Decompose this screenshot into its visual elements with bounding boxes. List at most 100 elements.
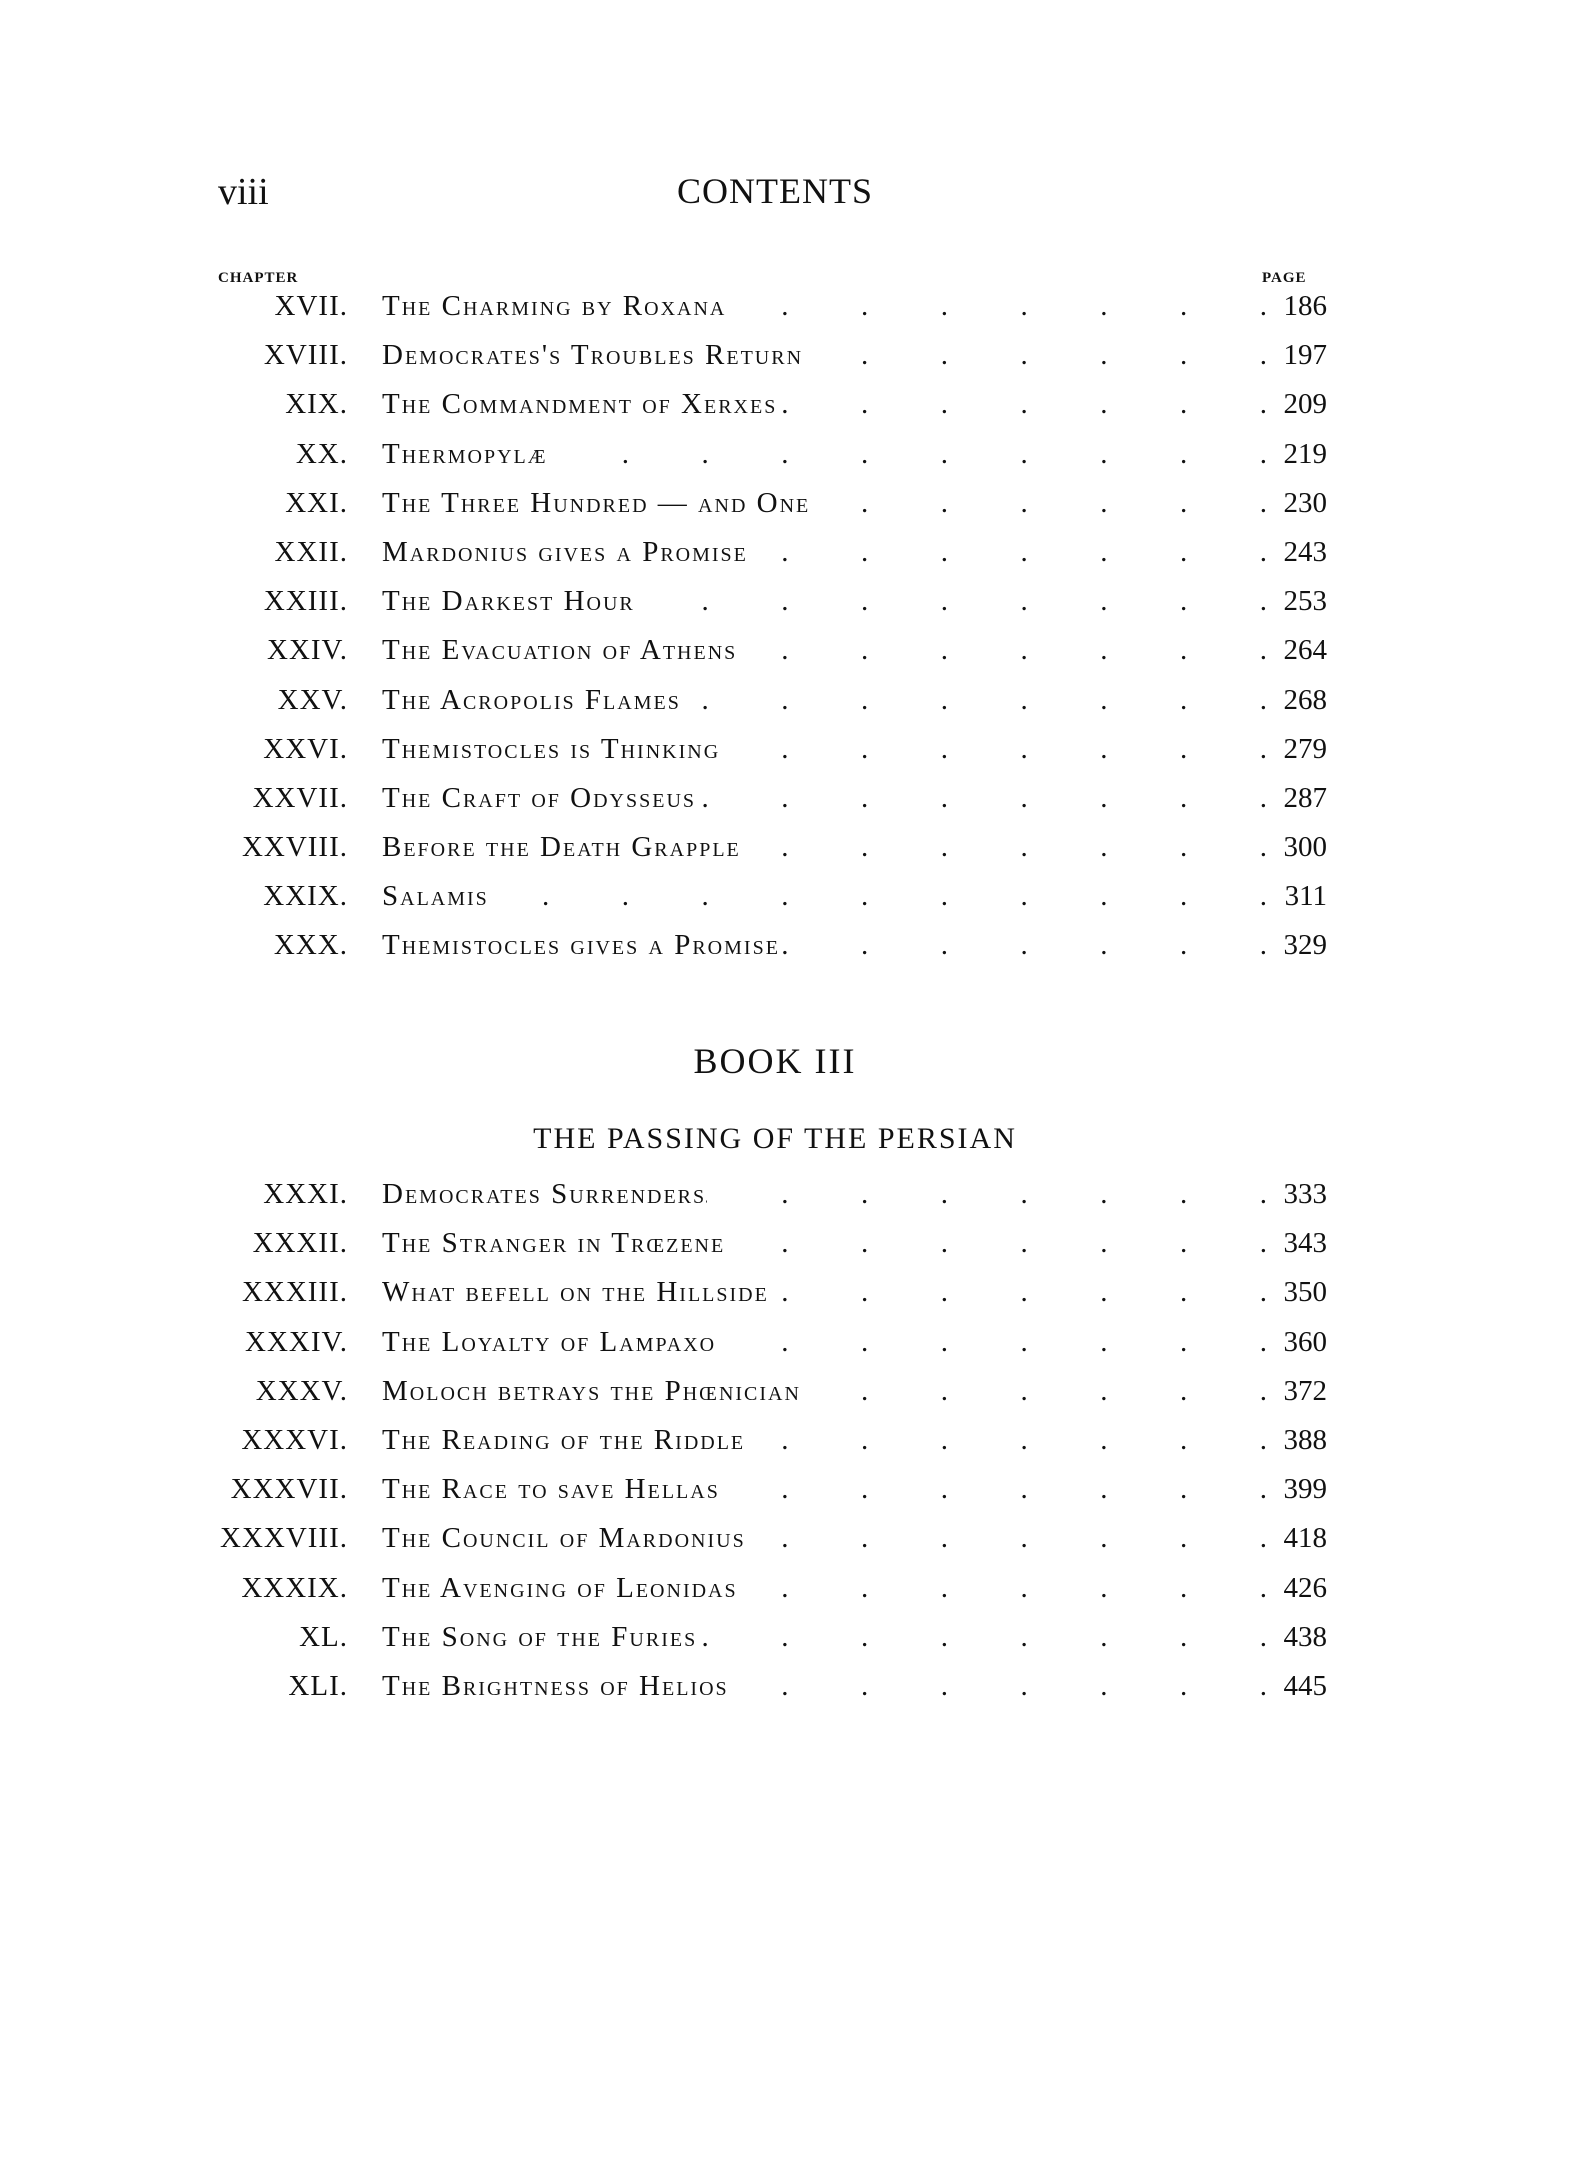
chapter-number: XXXIV. — [245, 1325, 348, 1358]
toc-entry: XXXVII. The Race to save Hellas. . . . . … — [200, 1473, 1327, 1522]
chapter-title: The Reading of the Riddle — [382, 1423, 746, 1456]
chapter-number: XXXVI. — [241, 1423, 348, 1456]
toc-entry: XXXIV. The Loyalty of Lampaxo. . . . . . … — [200, 1326, 1327, 1375]
contents-list-book-3: XXXI. Democrates Surrenders. . . . . . . … — [200, 1178, 1327, 1719]
dot-leader: . . . . . . . . . . . . . . . . . . . . — [780, 929, 1267, 962]
chapter-title: The Loyalty of Lampaxo — [382, 1325, 717, 1358]
chapter-title: The Race to save Hellas — [382, 1473, 720, 1506]
toc-entry: XXXIII. What befell on the Hillside. . . … — [200, 1276, 1327, 1325]
toc-entry: XXXVIII. The Council of Mardonius. . . . … — [200, 1522, 1327, 1571]
dot-leader: . . . . . . . . . . . . . . . . . . . . — [696, 781, 1267, 814]
running-title: CONTENTS — [677, 171, 873, 211]
dot-leader: . . . . . . . . . . . . . . . . . . . . — [769, 1276, 1267, 1309]
chapter-number: XXXIX. — [241, 1571, 348, 1604]
toc-entry: XXVII. The Craft of Odysseus. . . . . . .… — [200, 782, 1327, 831]
chapter-title: Thermopylæ — [382, 437, 548, 470]
chapter-title: Moloch betrays the Phœnician — [382, 1374, 801, 1407]
book-subtitle: THE PASSING OF THE PERSIAN — [533, 1122, 1017, 1155]
dot-leader: . . . . . . . . . . . . . . . . . . . . — [489, 880, 1267, 913]
toc-entry: XXII. Mardonius gives a Promise. . . . . … — [200, 536, 1327, 585]
dot-leader: . . . . . . . . . . . . . . . . . . . . — [726, 290, 1267, 322]
page-ref: 279 — [1283, 732, 1328, 765]
book-heading: BOOK III — [693, 1041, 857, 1081]
toc-entry: XXXV. Moloch betrays the Phœnician. . . .… — [200, 1375, 1327, 1424]
chapter-title: The Avenging of Leonidas — [382, 1571, 738, 1604]
page-ref: 360 — [1283, 1325, 1328, 1358]
dot-leader: . . . . . . . . . . . . . . . . . . . . — [720, 732, 1267, 765]
chapter-title: The Commandment of Xerxes — [382, 388, 778, 421]
dot-leader: . . . . . . . . . . . . . . . . . . . . — [803, 339, 1267, 372]
chapter-number: XXII. — [274, 535, 348, 568]
chapter-title: The Song of the Furies — [382, 1620, 698, 1653]
page-ref: 253 — [1283, 585, 1328, 618]
chapter-title: Mardonius gives a Promise — [382, 535, 748, 568]
toc-entry: XXXVI. The Reading of the Riddle. . . . .… — [200, 1424, 1327, 1473]
page-ref: 230 — [1283, 486, 1328, 519]
page-ref: 268 — [1283, 683, 1328, 716]
dot-leader: . . . . . . . . . . . . . . . . . . . . — [746, 1522, 1267, 1555]
chapter-number: XX. — [295, 437, 348, 470]
page-ref: 311 — [1284, 880, 1327, 913]
chapter-title: The Stranger in Trœzene — [382, 1227, 726, 1260]
toc-entry: XXXI. Democrates Surrenders. . . . . . . … — [200, 1178, 1327, 1227]
toc-entry: XXIX. Salamis. . . . . . . . . . . . . . … — [200, 880, 1327, 929]
chapter-title: Democrates's Troubles Return — [382, 339, 804, 372]
chapter-number: XXIX. — [263, 880, 348, 913]
toc-entry: XVII. The Charming by Roxana. . . . . . .… — [200, 290, 1327, 339]
chapter-number: XXXIII. — [241, 1276, 348, 1309]
contents-list-book-2: XVII. The Charming by Roxana. . . . . . .… — [200, 290, 1327, 979]
toc-entry: XLI. The Brightness of Helios. . . . . . … — [200, 1670, 1327, 1719]
chapter-number: XXVIII. — [241, 831, 348, 864]
dot-leader: . . . . . . . . . . . . . . . . . . . . — [741, 831, 1267, 864]
chapter-title: Before the Death Grapple — [382, 831, 741, 864]
page-label: PAGE — [1262, 270, 1307, 286]
dot-leader: . . . . . . . . . . . . . . . . . . . . — [720, 1473, 1267, 1506]
chapter-number: XXIV. — [267, 634, 348, 667]
chapter-title: The Acropolis Flames — [382, 683, 681, 716]
page-ref: 399 — [1283, 1473, 1328, 1506]
toc-entry: XXI. The Three Hundred — and One. . . . .… — [200, 487, 1327, 536]
dot-leader: . . . . . . . . . . . . . . . . . . . . — [697, 1620, 1267, 1653]
page-ref: 264 — [1283, 634, 1328, 667]
toc-entry: XXIV. The Evacuation of Athens. . . . . .… — [200, 634, 1327, 683]
chapter-number: XVII. — [274, 290, 348, 322]
page-ref: 287 — [1283, 781, 1328, 814]
page-ref: 197 — [1283, 339, 1328, 372]
chapter-title: The Brightness of Helios — [382, 1669, 729, 1702]
toc-entry: XXXIX. The Avenging of Leonidas. . . . . … — [200, 1572, 1327, 1621]
chapter-title: The Three Hundred — and One — [382, 486, 811, 519]
dot-leader: . . . . . . . . . . . . . . . . . . . . — [548, 437, 1267, 470]
toc-entry: XL. The Song of the Furies. . . . . . . .… — [200, 1621, 1327, 1670]
toc-entry: XXVIII. Before the Death Grapple. . . . .… — [200, 831, 1327, 880]
chapter-number: XLI. — [288, 1669, 348, 1702]
dot-leader: . . . . . . . . . . . . . . . . . . . . — [777, 388, 1267, 421]
chapter-title: Themistocles is Thinking — [382, 732, 721, 765]
dot-leader: . . . . . . . . . . . . . . . . . . . . — [801, 1374, 1267, 1407]
dot-leader: . . . . . . . . . . . . . . . . . . . . — [681, 683, 1267, 716]
chapter-number: XXIII. — [263, 585, 348, 618]
dot-leader: . . . . . . . . . . . . . . . . . . . . — [737, 634, 1267, 667]
chapter-number: XIX. — [285, 388, 348, 421]
chapter-number: XXXI. — [263, 1178, 348, 1210]
dot-leader: . . . . . . . . . . . . . . . . . . . . — [716, 1325, 1267, 1358]
page-ref: 388 — [1283, 1423, 1328, 1456]
chapter-number: XXXII. — [252, 1227, 348, 1260]
toc-entry: XX. Thermopylæ. . . . . . . . . . . . . .… — [200, 438, 1327, 487]
toc-entry: XXX. Themistocles gives a Promise. . . . … — [200, 929, 1327, 978]
dot-leader: . . . . . . . . . . . . . . . . . . . . — [738, 1571, 1267, 1604]
chapter-number: XXXVIII. — [220, 1522, 348, 1555]
dot-leader: . . . . . . . . . . . . . . . . . . . . — [748, 535, 1267, 568]
page-ref: 343 — [1283, 1227, 1328, 1260]
page-ref: 219 — [1283, 437, 1328, 470]
chapter-number: XXXV. — [255, 1374, 348, 1407]
chapter-number: XXXVII. — [230, 1473, 348, 1506]
page-ref: 438 — [1283, 1620, 1328, 1653]
page-ref: 209 — [1283, 388, 1328, 421]
dot-leader: . . . . . . . . . . . . . . . . . . . . — [810, 486, 1267, 519]
page-number: viii — [218, 171, 269, 213]
toc-entry: XXXII. The Stranger in Trœzene. . . . . .… — [200, 1227, 1327, 1276]
toc-entry: XIX. The Commandment of Xerxes. . . . . .… — [200, 388, 1327, 437]
chapter-title: What befell on the Hillside — [382, 1276, 769, 1309]
chapter-title: Themistocles gives a Promise — [382, 929, 780, 962]
page-ref: 333 — [1283, 1178, 1328, 1210]
